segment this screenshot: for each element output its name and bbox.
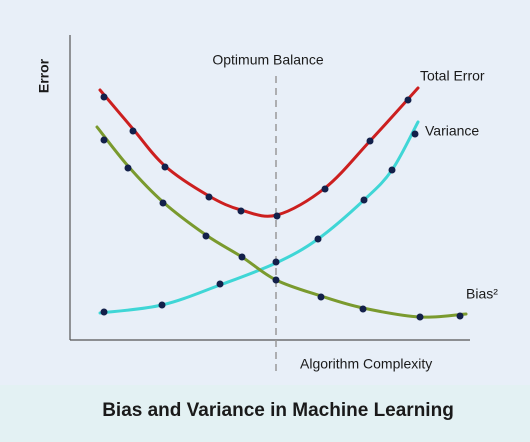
- y-axis-label: Error: [36, 58, 52, 93]
- point: [317, 293, 325, 301]
- point: [321, 185, 329, 193]
- point: [456, 312, 464, 320]
- curve-label: Bias²: [466, 286, 498, 302]
- point: [161, 163, 169, 171]
- point: [216, 280, 224, 288]
- point: [129, 127, 137, 135]
- curves: [95, 86, 468, 321]
- point: [411, 130, 419, 138]
- point: [273, 212, 281, 220]
- point: [238, 253, 246, 261]
- point: [359, 305, 367, 313]
- point: [158, 301, 166, 309]
- curve: [95, 125, 468, 319]
- point: [100, 136, 108, 144]
- point: [237, 207, 245, 215]
- curve-label: Variance: [425, 123, 479, 139]
- plot-background: [0, 0, 530, 385]
- point: [205, 193, 213, 201]
- optimum-label: Optimum Balance: [212, 52, 323, 68]
- x-axis-label: Algorithm Complexity: [300, 356, 432, 372]
- point: [314, 235, 322, 243]
- point: [416, 313, 424, 321]
- point: [272, 276, 280, 284]
- curve-label: Total Error: [420, 68, 485, 84]
- point: [388, 166, 396, 174]
- curve: [98, 120, 420, 315]
- point: [100, 308, 108, 316]
- point: [404, 96, 412, 104]
- point: [202, 232, 210, 240]
- point: [100, 93, 108, 101]
- point: [124, 164, 132, 172]
- footer-title: Bias and Variance in Machine Learning: [102, 400, 454, 421]
- point: [366, 137, 374, 145]
- point: [272, 258, 280, 266]
- footer-background: [0, 385, 530, 442]
- point: [360, 196, 368, 204]
- point: [159, 199, 167, 207]
